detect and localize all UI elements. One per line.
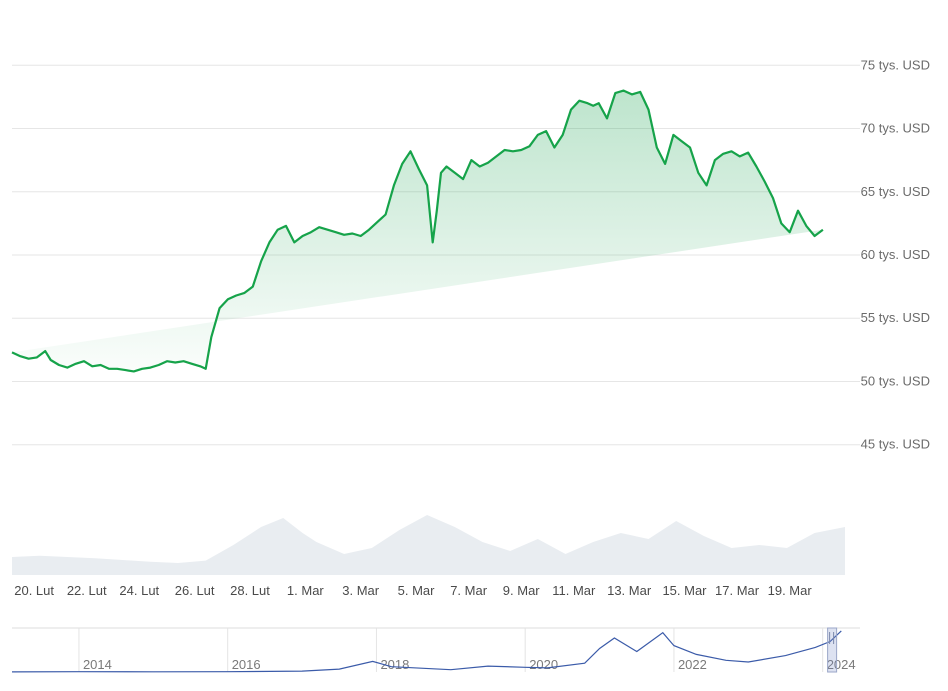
x-tick-label: 13. Mar <box>607 583 652 598</box>
y-tick-label: 50 tys. USD <box>861 373 930 388</box>
x-tick-label: 15. Mar <box>662 583 707 598</box>
y-tick-label: 55 tys. USD <box>861 310 930 325</box>
y-tick-label: 75 tys. USD <box>861 57 930 72</box>
navigator-tick-label: 2016 <box>232 657 261 672</box>
price-line <box>11 89 824 373</box>
x-tick-label: 26. Lut <box>175 583 215 598</box>
x-tick-label: 24. Lut <box>119 583 159 598</box>
x-tick-label: 17. Mar <box>715 583 760 598</box>
price-area-fill <box>12 90 823 372</box>
volume-area <box>12 515 845 575</box>
x-tick-label: 5. Mar <box>398 583 436 598</box>
navigator-line <box>11 630 842 673</box>
navigator-tick-label: 2020 <box>529 657 558 672</box>
x-tick-label: 28. Lut <box>230 583 270 598</box>
x-tick-label: 9. Mar <box>503 583 541 598</box>
y-grid-lines <box>12 64 860 446</box>
y-axis-ticks: 75 tys. USD 70 tys. USD 65 tys. USD 60 tys.… <box>861 57 930 451</box>
navigator-range-handle[interactable] <box>827 627 838 673</box>
navigator[interactable]: 2014 2016 2018 2020 2022 2024 <box>11 627 860 673</box>
navigator-tick-label: 2024 <box>827 657 856 672</box>
navigator-tick-label: 2018 <box>380 657 409 672</box>
x-tick-label: 3. Mar <box>342 583 380 598</box>
y-tick-label: 65 tys. USD <box>861 184 930 199</box>
navigator-tick-label: 2014 <box>83 657 112 672</box>
x-axis-ticks: 20. Lut 22. Lut 24. Lut 26. Lut 28. Lut 1. Ma… <box>14 583 812 598</box>
price-area <box>11 89 824 373</box>
x-tick-label: 1. Mar <box>287 583 325 598</box>
volume-series <box>12 515 845 575</box>
y-tick-label: 60 tys. USD <box>861 247 930 262</box>
x-tick-label: 20. Lut <box>14 583 54 598</box>
y-tick-label: 70 tys. USD <box>861 121 930 136</box>
navigator-tick-label: 2022 <box>678 657 707 672</box>
x-tick-label: 11. Mar <box>552 583 596 598</box>
x-tick-label: 19. Mar <box>768 583 813 598</box>
y-tick-label: 45 tys. USD <box>861 437 930 452</box>
x-tick-label: 7. Mar <box>450 583 488 598</box>
x-tick-label: 22. Lut <box>67 583 107 598</box>
